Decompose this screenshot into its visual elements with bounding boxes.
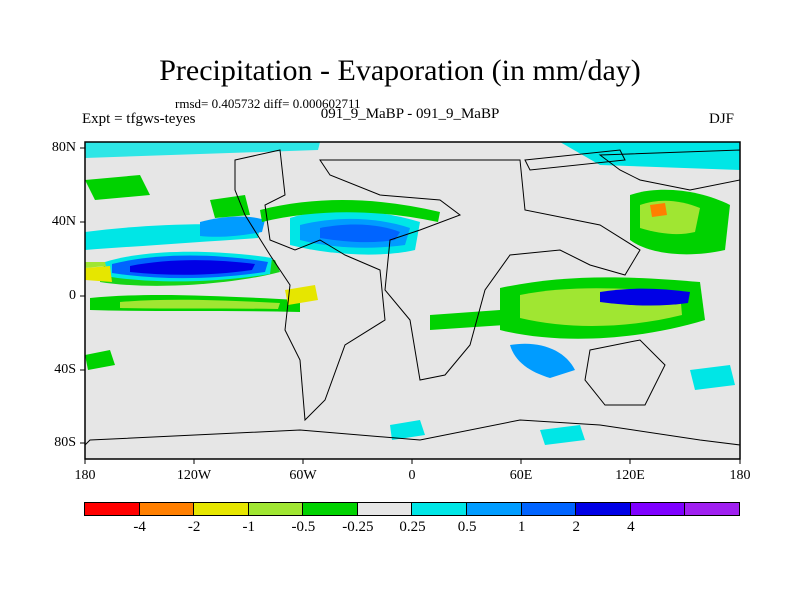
colorbar-swatch (466, 502, 522, 516)
colorbar-label: -1 (242, 519, 256, 535)
contour-region (510, 343, 575, 378)
colorbar-swatch (684, 502, 740, 516)
colorbar-swatch (138, 502, 195, 516)
contour-region (210, 195, 250, 218)
contour-region (285, 285, 318, 305)
lat-label: 80N (51, 140, 76, 155)
contour-region (85, 266, 112, 282)
coastline-americas (234, 149, 386, 422)
lat-label: 80S (54, 435, 76, 450)
lon-label: 180 (729, 468, 751, 483)
contour-region (540, 425, 585, 445)
contour-region (430, 310, 505, 330)
colorbar-swatch (302, 502, 358, 516)
coastline-eurafrica (319, 159, 641, 381)
contour-region (390, 420, 425, 440)
contour-region (85, 262, 106, 268)
plot-title: Precipitation - Evaporation (in mm/day) (159, 54, 641, 87)
contour-region (640, 200, 700, 235)
contour-region (560, 142, 740, 170)
contour-region (120, 299, 280, 309)
colorbar-swatch (247, 502, 304, 516)
contour-region (85, 175, 150, 200)
colorbar-swatch (84, 502, 140, 516)
contour-region (260, 200, 440, 222)
colorbar-swatch (411, 502, 468, 516)
contour-region (320, 224, 400, 243)
lon-label: 180 (74, 468, 96, 483)
contour-region (650, 203, 667, 217)
contour-region (690, 365, 735, 390)
experiment-label: Expt = tfgws-teyes (82, 111, 196, 127)
lat-label: 40S (54, 362, 76, 377)
contour-region (600, 288, 690, 306)
colorbar-label: 1 (517, 519, 526, 535)
colorbar-swatch (193, 502, 249, 516)
colorbar (84, 502, 740, 516)
colorbar-swatch (520, 502, 577, 516)
contour-region (85, 350, 115, 370)
colorbar-label: -0.5 (291, 519, 316, 535)
colorbar-label: -4 (133, 519, 146, 535)
lon-label: 120W (176, 468, 212, 483)
coastline-north-asia (524, 149, 626, 171)
run-comparison-label: 091_9_MaBP - 091_9_MaBP (320, 106, 500, 122)
stats-label: rmsd= 0.405732 diff= 0.000602711 (175, 96, 361, 111)
coastline-australia (584, 339, 666, 406)
colorbar-label: 0.25 (399, 519, 426, 535)
colorbar-label: 0.5 (457, 519, 477, 535)
tick-marks (80, 147, 741, 464)
colorbar-swatch (356, 502, 413, 516)
colorbar-label: 4 (627, 519, 635, 535)
lat-label: 0 (69, 288, 76, 303)
contour-region (130, 260, 255, 275)
lon-label: 0 (408, 468, 416, 483)
colorbar-label: -0.25 (342, 519, 374, 535)
season-label: DJF (709, 111, 735, 127)
colorbar-label: 2 (572, 519, 581, 535)
colorbar-label: -2 (187, 519, 201, 535)
contour-fills (85, 142, 740, 445)
lon-label: 60E (509, 468, 533, 483)
lat-label: 40N (51, 214, 76, 229)
contour-region (85, 142, 320, 158)
colorbar-swatch (629, 502, 686, 516)
lon-label: 60W (289, 468, 317, 483)
lon-label: 120E (615, 468, 645, 483)
colorbar-swatch (575, 502, 631, 516)
